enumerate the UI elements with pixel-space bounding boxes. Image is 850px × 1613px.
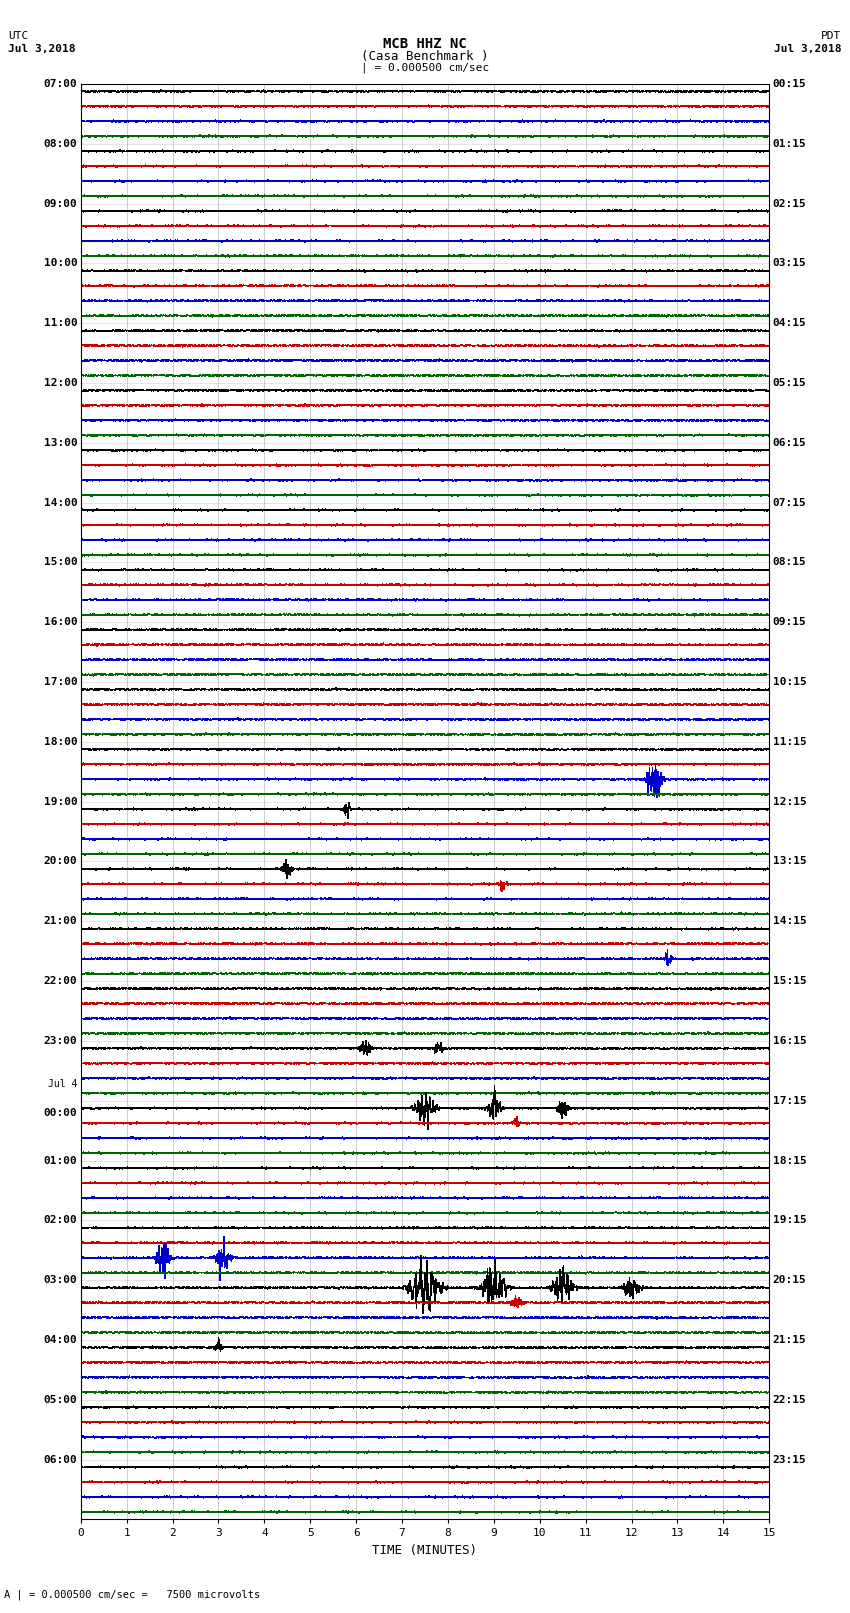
- Text: 17:15: 17:15: [773, 1095, 807, 1107]
- Text: 21:00: 21:00: [43, 916, 77, 926]
- Text: 03:15: 03:15: [773, 258, 807, 268]
- Text: 23:00: 23:00: [43, 1036, 77, 1045]
- Text: 15:00: 15:00: [43, 558, 77, 568]
- Text: 21:15: 21:15: [773, 1336, 807, 1345]
- Text: 22:00: 22:00: [43, 976, 77, 986]
- Text: Jul 4: Jul 4: [48, 1079, 77, 1089]
- Text: MCB HHZ NC: MCB HHZ NC: [383, 37, 467, 52]
- Text: 15:15: 15:15: [773, 976, 807, 986]
- Text: 06:00: 06:00: [43, 1455, 77, 1465]
- Text: 11:15: 11:15: [773, 737, 807, 747]
- Text: 13:15: 13:15: [773, 857, 807, 866]
- Text: 05:15: 05:15: [773, 377, 807, 389]
- Text: 08:00: 08:00: [43, 139, 77, 148]
- Text: 09:15: 09:15: [773, 618, 807, 627]
- Text: 12:00: 12:00: [43, 377, 77, 389]
- Text: UTC: UTC: [8, 31, 29, 40]
- Text: 23:15: 23:15: [773, 1455, 807, 1465]
- Text: 10:00: 10:00: [43, 258, 77, 268]
- Text: 12:15: 12:15: [773, 797, 807, 806]
- Text: 02:15: 02:15: [773, 198, 807, 208]
- Text: 03:00: 03:00: [43, 1276, 77, 1286]
- Text: 01:00: 01:00: [43, 1155, 77, 1166]
- Text: 02:00: 02:00: [43, 1215, 77, 1226]
- Text: A | = 0.000500 cm/sec =   7500 microvolts: A | = 0.000500 cm/sec = 7500 microvolts: [4, 1589, 260, 1600]
- Text: 19:00: 19:00: [43, 797, 77, 806]
- Text: 01:15: 01:15: [773, 139, 807, 148]
- Text: 05:00: 05:00: [43, 1395, 77, 1405]
- Text: 22:15: 22:15: [773, 1395, 807, 1405]
- Text: PDT: PDT: [821, 31, 842, 40]
- Text: 18:00: 18:00: [43, 737, 77, 747]
- Text: 20:15: 20:15: [773, 1276, 807, 1286]
- Text: 09:00: 09:00: [43, 198, 77, 208]
- Text: 06:15: 06:15: [773, 437, 807, 448]
- Text: 16:15: 16:15: [773, 1036, 807, 1045]
- Text: 00:00: 00:00: [43, 1108, 77, 1118]
- Text: 18:15: 18:15: [773, 1155, 807, 1166]
- Text: 19:15: 19:15: [773, 1215, 807, 1226]
- Text: | = 0.000500 cm/sec: | = 0.000500 cm/sec: [361, 63, 489, 74]
- Text: 17:00: 17:00: [43, 677, 77, 687]
- Text: 00:15: 00:15: [773, 79, 807, 89]
- Text: 14:15: 14:15: [773, 916, 807, 926]
- Text: 16:00: 16:00: [43, 618, 77, 627]
- Text: (Casa Benchmark ): (Casa Benchmark ): [361, 50, 489, 63]
- Text: Jul 3,2018: Jul 3,2018: [8, 44, 76, 53]
- Text: 11:00: 11:00: [43, 318, 77, 327]
- Text: 04:00: 04:00: [43, 1336, 77, 1345]
- Text: 13:00: 13:00: [43, 437, 77, 448]
- Text: 04:15: 04:15: [773, 318, 807, 327]
- X-axis label: TIME (MINUTES): TIME (MINUTES): [372, 1544, 478, 1557]
- Text: 10:15: 10:15: [773, 677, 807, 687]
- Text: 08:15: 08:15: [773, 558, 807, 568]
- Text: Jul 3,2018: Jul 3,2018: [774, 44, 842, 53]
- Text: 20:00: 20:00: [43, 857, 77, 866]
- Text: 14:00: 14:00: [43, 497, 77, 508]
- Text: 07:15: 07:15: [773, 497, 807, 508]
- Text: 07:00: 07:00: [43, 79, 77, 89]
